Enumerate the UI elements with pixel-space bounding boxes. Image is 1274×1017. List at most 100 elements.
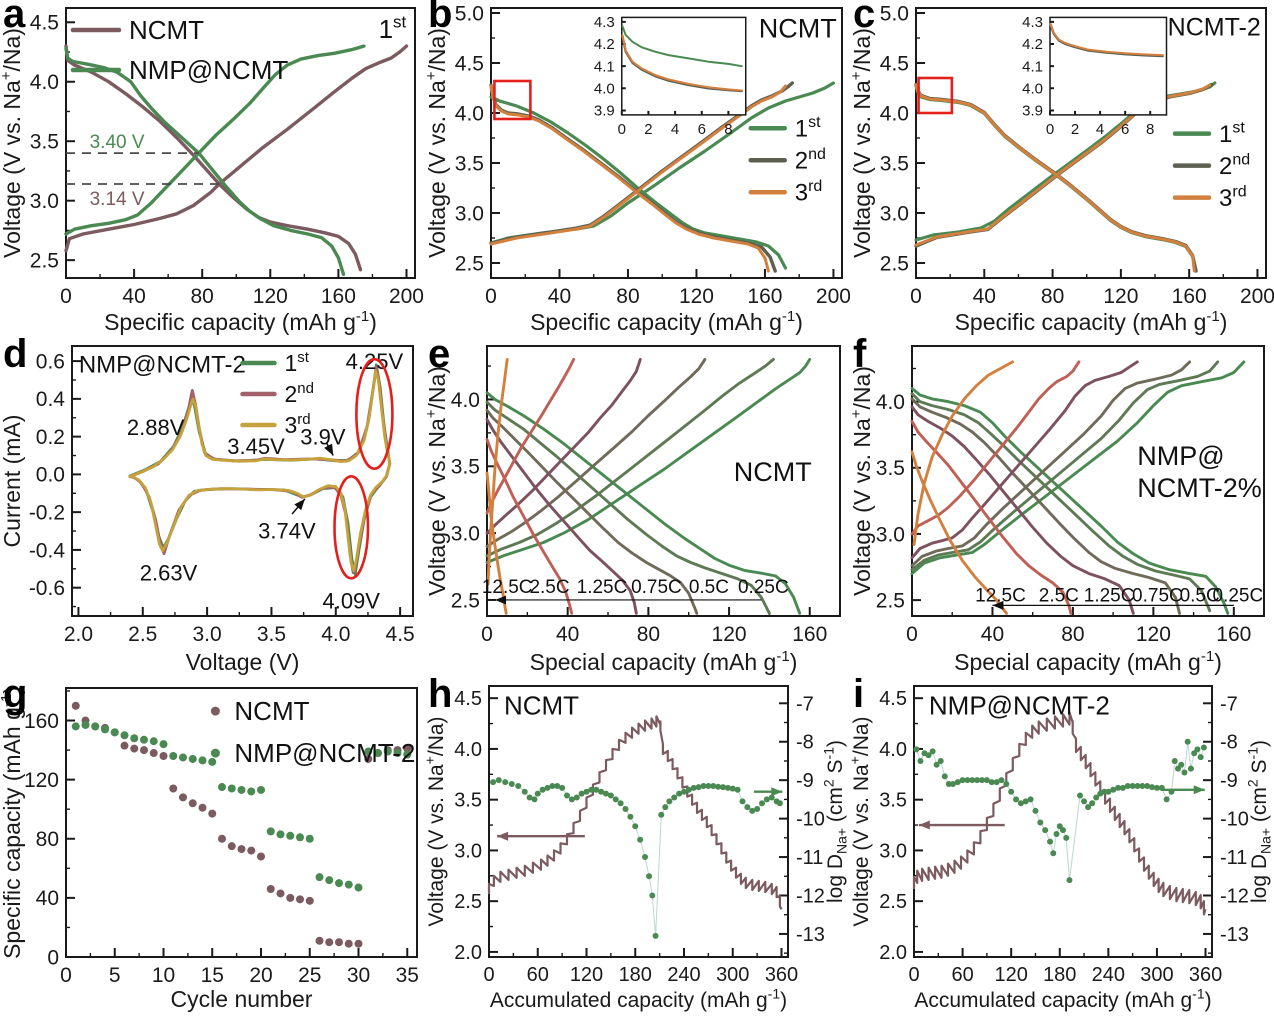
svg-text:3.9: 3.9 — [1022, 103, 1043, 120]
svg-text:3.5: 3.5 — [879, 790, 907, 812]
svg-text:25: 25 — [298, 964, 321, 987]
svg-text:3.0: 3.0 — [451, 522, 480, 545]
svg-text:NCMT: NCMT — [129, 15, 204, 45]
panel-i-chart: 0 60 120 180 240 300 360 2.0 2.5 3.0 3.5 4.0 4.5 -7 -8… — [850, 685, 1274, 1012]
svg-text:-9: -9 — [1220, 770, 1238, 792]
svg-text:0: 0 — [47, 946, 59, 969]
svg-text:NCMT-2%: NCMT-2% — [1137, 473, 1262, 503]
svg-text:0: 0 — [1046, 121, 1054, 138]
svg-text:-7: -7 — [1220, 693, 1238, 715]
svg-text:Voltage (V vs. Na+/Na): Voltage (V vs. Na+/Na) — [850, 716, 873, 926]
panel-e-chart: 0 40 80 120 160 2.5 3.0 3.5 4.0 Special capacity … — [425, 345, 841, 675]
svg-text:0.75C: 0.75C — [1132, 585, 1183, 606]
svg-text:2nd: 2nd — [1219, 151, 1250, 180]
svg-text:120: 120 — [570, 964, 603, 986]
panel-d-chart: 2.0 2.5 3.0 3.5 4.0 4.5 -0.6 -0.4 -0.2 0.0 0.2 0.4 0… — [0, 345, 415, 675]
svg-text:2.0: 2.0 — [64, 623, 93, 646]
svg-text:3.5: 3.5 — [876, 457, 905, 480]
svg-text:120: 120 — [24, 769, 59, 792]
panel-d: d 2.0 2.5 3.0 3.5 4.0 4.5 -0.6 -0.4 -0.2 0.0 0.2 0.4… — [0, 332, 425, 680]
svg-text:3.0: 3.0 — [879, 840, 907, 862]
svg-text:4.5: 4.5 — [879, 688, 907, 710]
svg-text:-11: -11 — [1220, 847, 1247, 869]
svg-text:2.5C: 2.5C — [529, 577, 569, 598]
svg-text:2nd: 2nd — [285, 380, 314, 407]
svg-text:2.5: 2.5 — [30, 250, 59, 273]
svg-text:0: 0 — [908, 964, 919, 986]
svg-text:300: 300 — [1140, 964, 1173, 986]
svg-text:40: 40 — [556, 623, 579, 646]
svg-text:2nd: 2nd — [795, 146, 826, 175]
svg-text:0.4: 0.4 — [36, 388, 66, 411]
svg-text:40: 40 — [981, 623, 1004, 646]
svg-text:0: 0 — [60, 964, 72, 987]
svg-text:4.2: 4.2 — [594, 36, 615, 53]
svg-text:3.5: 3.5 — [880, 152, 909, 175]
svg-text:80: 80 — [191, 285, 214, 308]
svg-text:3rd: 3rd — [1219, 183, 1247, 212]
svg-text:120: 120 — [994, 964, 1027, 986]
panel-b-chart: 0 40 80 120 160 2002.53.03.54.04.55.0Specific… — [425, 2, 850, 335]
svg-text:0.25C: 0.25C — [1212, 585, 1263, 606]
svg-text:180: 180 — [619, 964, 652, 986]
svg-text:4.0: 4.0 — [594, 81, 615, 98]
svg-text:Current (mA): Current (mA) — [0, 415, 25, 548]
svg-text:120: 120 — [1136, 623, 1171, 646]
svg-text:160: 160 — [792, 623, 827, 646]
svg-text:4.5: 4.5 — [30, 12, 59, 35]
svg-text:2: 2 — [1071, 121, 1079, 138]
panel-letter-a: a — [3, 0, 26, 36]
svg-text:0: 0 — [481, 623, 493, 646]
svg-text:4.0: 4.0 — [1022, 81, 1043, 98]
svg-text:3.0: 3.0 — [30, 190, 59, 213]
svg-text:160: 160 — [747, 285, 782, 308]
svg-text:120: 120 — [1103, 285, 1138, 308]
svg-text:0: 0 — [910, 285, 922, 308]
svg-text:0: 0 — [60, 285, 72, 308]
svg-text:40: 40 — [122, 285, 145, 308]
svg-text:Specific capacity (mAh g-1): Specific capacity (mAh g-1) — [530, 308, 803, 335]
svg-text:Specific capacity (mAh g-1): Specific capacity (mAh g-1) — [0, 686, 25, 959]
svg-text:160: 160 — [1216, 623, 1251, 646]
svg-text:3.40 V: 3.40 V — [90, 132, 145, 153]
svg-text:4.0: 4.0 — [879, 739, 907, 761]
svg-text:1.25C: 1.25C — [577, 577, 628, 598]
svg-text:240: 240 — [1092, 964, 1125, 986]
svg-text:4.0: 4.0 — [321, 623, 350, 646]
svg-text:NMP@NCMT-2: NMP@NCMT-2 — [79, 352, 246, 379]
svg-text:-7: -7 — [796, 693, 814, 715]
svg-text:240: 240 — [667, 964, 700, 986]
svg-text:4.09V: 4.09V — [322, 589, 380, 614]
svg-text:20: 20 — [249, 964, 272, 987]
svg-text:3rd: 3rd — [795, 178, 823, 207]
svg-text:-8: -8 — [1220, 732, 1238, 754]
svg-text:1st: 1st — [1219, 119, 1245, 148]
panel-h-chart: 0 60 120 180 240 300 360 2.0 2.5 3.0 3.5 4.0 4.5 -7 -8… — [425, 685, 850, 1012]
svg-text:3.5: 3.5 — [454, 790, 482, 812]
svg-text:3.5: 3.5 — [455, 152, 484, 175]
svg-text:120: 120 — [253, 285, 288, 308]
svg-text:30: 30 — [347, 964, 370, 987]
svg-text:3.0: 3.0 — [193, 623, 222, 646]
svg-text:4.5: 4.5 — [880, 52, 909, 75]
svg-text:4.0: 4.0 — [454, 739, 482, 761]
svg-text:5.0: 5.0 — [880, 2, 909, 25]
svg-text:40: 40 — [973, 285, 996, 308]
svg-text:3.5: 3.5 — [451, 456, 480, 479]
svg-text:3.0: 3.0 — [876, 523, 905, 546]
svg-text:4.0: 4.0 — [455, 102, 484, 125]
svg-text:log DNa+ (cm2 S-1): log DNa+ (cm2 S-1) — [1245, 740, 1274, 903]
svg-text:-0.6: -0.6 — [29, 577, 65, 600]
svg-text:4.3: 4.3 — [1022, 14, 1043, 31]
panel-letter-h: h — [428, 672, 453, 716]
svg-text:3.0: 3.0 — [455, 202, 484, 225]
svg-text:3.14 V: 3.14 V — [90, 189, 145, 210]
svg-text:80: 80 — [1041, 285, 1064, 308]
svg-text:-13: -13 — [1220, 924, 1249, 946]
svg-text:0.25C: 0.25C — [738, 577, 789, 598]
svg-text:NCMT: NCMT — [234, 696, 309, 726]
panel-f-chart: 0 40 80 120 160 2.5 3.0 3.5 4.0 Special capacity … — [850, 345, 1265, 675]
svg-text:2.5C: 2.5C — [1039, 585, 1079, 606]
svg-text:Cycle number: Cycle number — [171, 986, 313, 1012]
